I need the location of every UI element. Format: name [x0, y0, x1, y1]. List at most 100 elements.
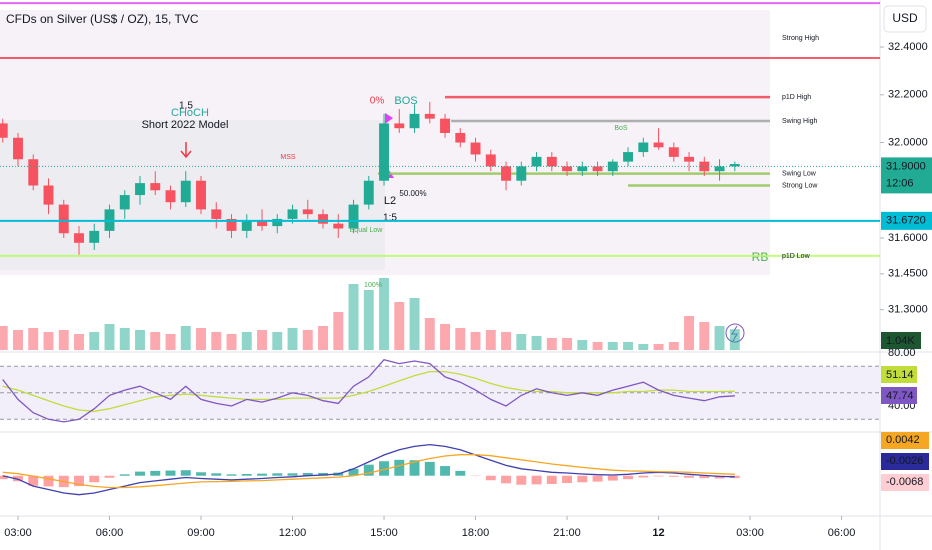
candle-body: [226, 218, 237, 231]
macd-readout: -0.0068: [886, 476, 923, 488]
volume-bar: [607, 342, 618, 350]
macd-hist: [699, 475, 710, 479]
x-tick-label: 12:00: [279, 527, 307, 539]
y-tick-label: 31.3000: [888, 304, 928, 316]
candle-body: [684, 156, 695, 162]
signal-line: [2, 454, 735, 489]
volume-bar: [333, 312, 344, 350]
volume-bar: [501, 332, 511, 350]
currency[interactable]: USD: [892, 11, 918, 25]
volume-bar: [119, 328, 130, 350]
x-tick-label: 18:00: [462, 527, 490, 539]
macd-hist: [592, 475, 603, 482]
volume-bar: [485, 330, 496, 350]
candle-body: [470, 142, 481, 155]
macd-box: [881, 474, 929, 491]
volume-bar: [165, 334, 176, 350]
volume-bar: [104, 324, 115, 350]
macd-hist: [119, 474, 130, 476]
candle-body: [699, 161, 710, 172]
macd-hist: [638, 475, 649, 478]
rsi-band: [0, 366, 880, 420]
level-label: Swing Low: [782, 170, 817, 177]
macd-hist: [485, 475, 496, 481]
candle-body: [562, 166, 572, 172]
macd-hist: [241, 474, 252, 476]
macd-hist: [257, 473, 267, 476]
candle-body: [363, 180, 374, 205]
macd-hist: [196, 472, 206, 476]
annotation: RB: [752, 250, 769, 264]
volume-bar: [43, 332, 54, 350]
rsi-tick-label: 80.00: [888, 347, 916, 359]
candle-body: [531, 156, 542, 167]
macd-hist: [318, 472, 328, 476]
macd-hist: [714, 475, 725, 479]
volume-bar: [257, 330, 267, 350]
level-label: p1D High: [782, 94, 811, 101]
y-tick-label: 32.2000: [888, 89, 928, 101]
macd-readout: 0.0042: [886, 434, 920, 446]
candle-body: [501, 166, 511, 181]
candle-body: [119, 195, 130, 210]
macd-hist: [577, 475, 588, 483]
candle-body: [546, 156, 557, 167]
macd-hist: [409, 460, 420, 476]
volume-bar: [394, 302, 405, 350]
candle-body: [165, 190, 176, 203]
macd-hist: [104, 475, 115, 478]
macd-hist: [150, 470, 161, 476]
macd-hist: [226, 474, 237, 476]
volume-bar: [729, 329, 740, 350]
rsi-ma-box: [881, 366, 917, 383]
candle-body: [28, 159, 39, 186]
last-price-box: [881, 157, 932, 194]
x-tick-label: 03:00: [4, 527, 32, 539]
annotation: 50.00%: [399, 189, 426, 198]
volume-bar: [531, 336, 542, 350]
volume-bar: [211, 332, 222, 350]
volume-bar: [409, 298, 420, 350]
y-tick-label: 32.4000: [888, 41, 928, 53]
volume-label: 1.04K: [886, 335, 915, 347]
macd-hist: [287, 473, 298, 476]
volume-bar: [470, 332, 481, 350]
candle-body: [638, 142, 649, 153]
macd-line: [2, 443, 735, 496]
macd-box: [881, 453, 929, 470]
volume-bar: [668, 342, 679, 350]
macd-hist: [501, 475, 511, 484]
volume-bar: [135, 330, 145, 350]
candle-body: [196, 180, 206, 210]
macd-hist: [531, 475, 542, 485]
candle-body: [272, 218, 283, 227]
macd-box: [881, 432, 929, 449]
candle-body: [516, 166, 527, 181]
candle-body: [211, 209, 222, 219]
y-tick-label: 32.0000: [888, 136, 928, 148]
candle-body: [318, 214, 328, 224]
candle-body: [74, 233, 84, 243]
macd-hist: [348, 468, 359, 476]
level-label: p1D Low: [782, 253, 811, 260]
candle-body: [668, 147, 679, 157]
macd-hist: [89, 475, 100, 483]
marker: [385, 113, 393, 124]
macd-hist: [74, 475, 84, 487]
volume-bar: [516, 334, 527, 350]
annotation: MSS: [280, 154, 296, 161]
annotation: Equal Low: [350, 227, 384, 234]
macd-hist: [272, 473, 283, 476]
last-price-label: 31.9000: [886, 160, 926, 172]
rsi-box: [881, 387, 917, 404]
candle-body: [485, 154, 496, 167]
macd-hist: [562, 475, 572, 483]
candle-body: [409, 113, 420, 129]
volume-bar: [714, 326, 725, 350]
candle-body: [13, 137, 23, 160]
volume-bar: [623, 342, 634, 350]
volume-bar: [28, 328, 39, 350]
currency-button[interactable]: [883, 5, 927, 33]
volume-bar: [653, 344, 664, 350]
annotation: 1.5: [179, 101, 193, 112]
